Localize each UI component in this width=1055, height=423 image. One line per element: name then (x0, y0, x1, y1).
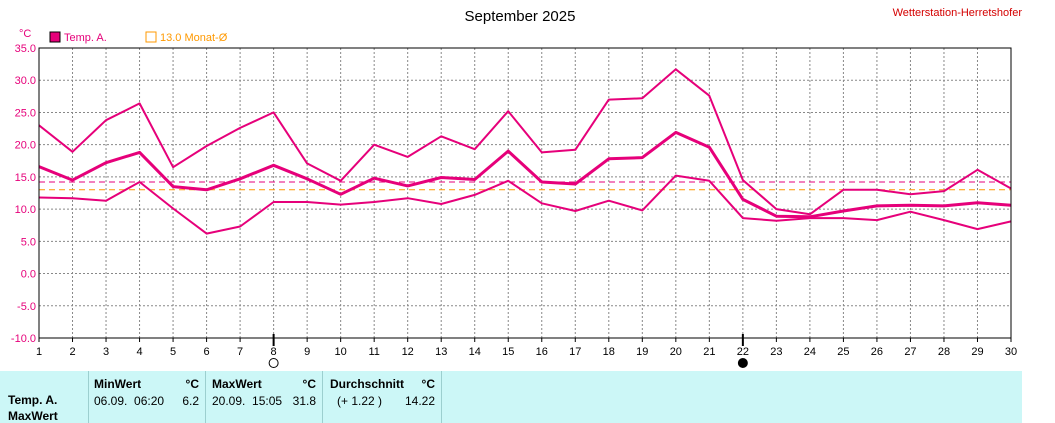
x-tick-label: 26 (871, 346, 883, 358)
y-tick-label: 0.0 (21, 269, 36, 281)
x-tick-label: 22 (737, 346, 749, 358)
y-tick-label: -10.0 (11, 333, 36, 345)
min-value: 6.2 (182, 394, 199, 408)
x-tick-label: 8 (271, 346, 277, 358)
x-tick-label: 11 (368, 346, 379, 358)
x-tick-label: 14 (469, 346, 481, 358)
x-tick-label: 7 (237, 346, 243, 358)
new-moon-icon (737, 358, 748, 368)
x-tick-label: 23 (770, 346, 782, 358)
min-header: MinWert (94, 377, 142, 391)
station-name: Wetterstation-Herretshofer (893, 7, 1023, 19)
x-tick-label: 18 (603, 346, 615, 358)
max-header: MaxWert (212, 377, 262, 391)
y-tick-label: 10.0 (15, 204, 36, 216)
statistics-panel: Temp. A. MaxWert MinWert °C 06.09. 06:20… (0, 371, 1022, 423)
x-tick-label: 15 (502, 346, 514, 358)
series-line-max (38, 68, 1012, 216)
chart-title: September 2025 (465, 8, 576, 25)
min-unit: °C (185, 377, 199, 391)
max-value: 31.8 (292, 394, 316, 408)
x-tick-label: 6 (204, 346, 210, 358)
min-timestamp: 06.09. 06:20 (94, 394, 165, 408)
x-tick-label: 12 (402, 346, 414, 358)
stats-min-column: MinWert °C 06.09. 06:20 6.2 (89, 371, 206, 423)
x-tick-label: 27 (904, 346, 916, 358)
y-tick-label: 25.0 (15, 107, 36, 119)
x-tick-label: 29 (971, 346, 983, 358)
x-tick-label: 5 (170, 346, 176, 358)
temperature-chart: September 2025 Wetterstation-Herretshofe… (11, 7, 1023, 368)
y-tick-label: 35.0 (15, 43, 36, 55)
x-tick-label: 3 (103, 346, 109, 358)
avg-header: Durchschnitt (330, 377, 405, 391)
plot-frame (38, 47, 1012, 339)
x-tick-label: 2 (69, 346, 75, 358)
x-tick-label: 30 (1005, 346, 1017, 358)
stats-label-column: Temp. A. MaxWert (0, 371, 89, 423)
x-tick-label: 21 (703, 346, 715, 358)
x-tick-label: 16 (536, 346, 548, 358)
legend-label-monthly-avg: 13.0 Monat-Ø (160, 32, 228, 44)
x-tick-label: 9 (304, 346, 310, 358)
x-tick-label: 25 (837, 346, 849, 358)
y-axis-unit: °C (19, 28, 31, 40)
series-line-min (38, 174, 1012, 235)
x-tick-label: 10 (335, 346, 347, 358)
stats-avg-column: Durchschnitt °C (+ 1.22 ) 14.22 (323, 371, 442, 423)
y-tick-label: 15.0 (15, 172, 36, 184)
x-tick-label: 17 (569, 346, 581, 358)
x-tick-label: 24 (804, 346, 816, 358)
avg-unit: °C (421, 377, 435, 391)
y-tick-label: 20.0 (15, 140, 36, 152)
legend-label-temp: Temp. A. (64, 32, 107, 44)
stats-row-label-temp: Temp. A. (8, 393, 58, 407)
x-tick-label: 19 (636, 346, 648, 358)
x-tick-label: 20 (670, 346, 682, 358)
max-timestamp: 20.09. 15:05 (212, 394, 283, 408)
legend-swatch-temp (49, 31, 61, 43)
avg-delta: (+ 1.22 ) (337, 394, 383, 408)
y-tick-label: -5.0 (17, 301, 36, 313)
full-moon-icon (268, 358, 279, 368)
x-tick-label: 13 (435, 346, 447, 358)
max-unit: °C (302, 377, 316, 391)
stats-max-column: MaxWert °C 20.09. 15:05 31.8 (206, 371, 323, 423)
y-tick-label: 5.0 (21, 236, 36, 248)
x-tick-label: 4 (136, 346, 142, 358)
avg-value: 14.22 (404, 394, 435, 408)
x-tick-label: 28 (938, 346, 950, 358)
y-tick-label: 30.0 (15, 75, 36, 87)
series-line-mean (38, 130, 1012, 219)
legend-swatch-monthly-avg (145, 31, 157, 43)
stats-row-label-maxwert: MaxWert (8, 409, 58, 423)
x-tick-label: 1 (36, 346, 42, 358)
